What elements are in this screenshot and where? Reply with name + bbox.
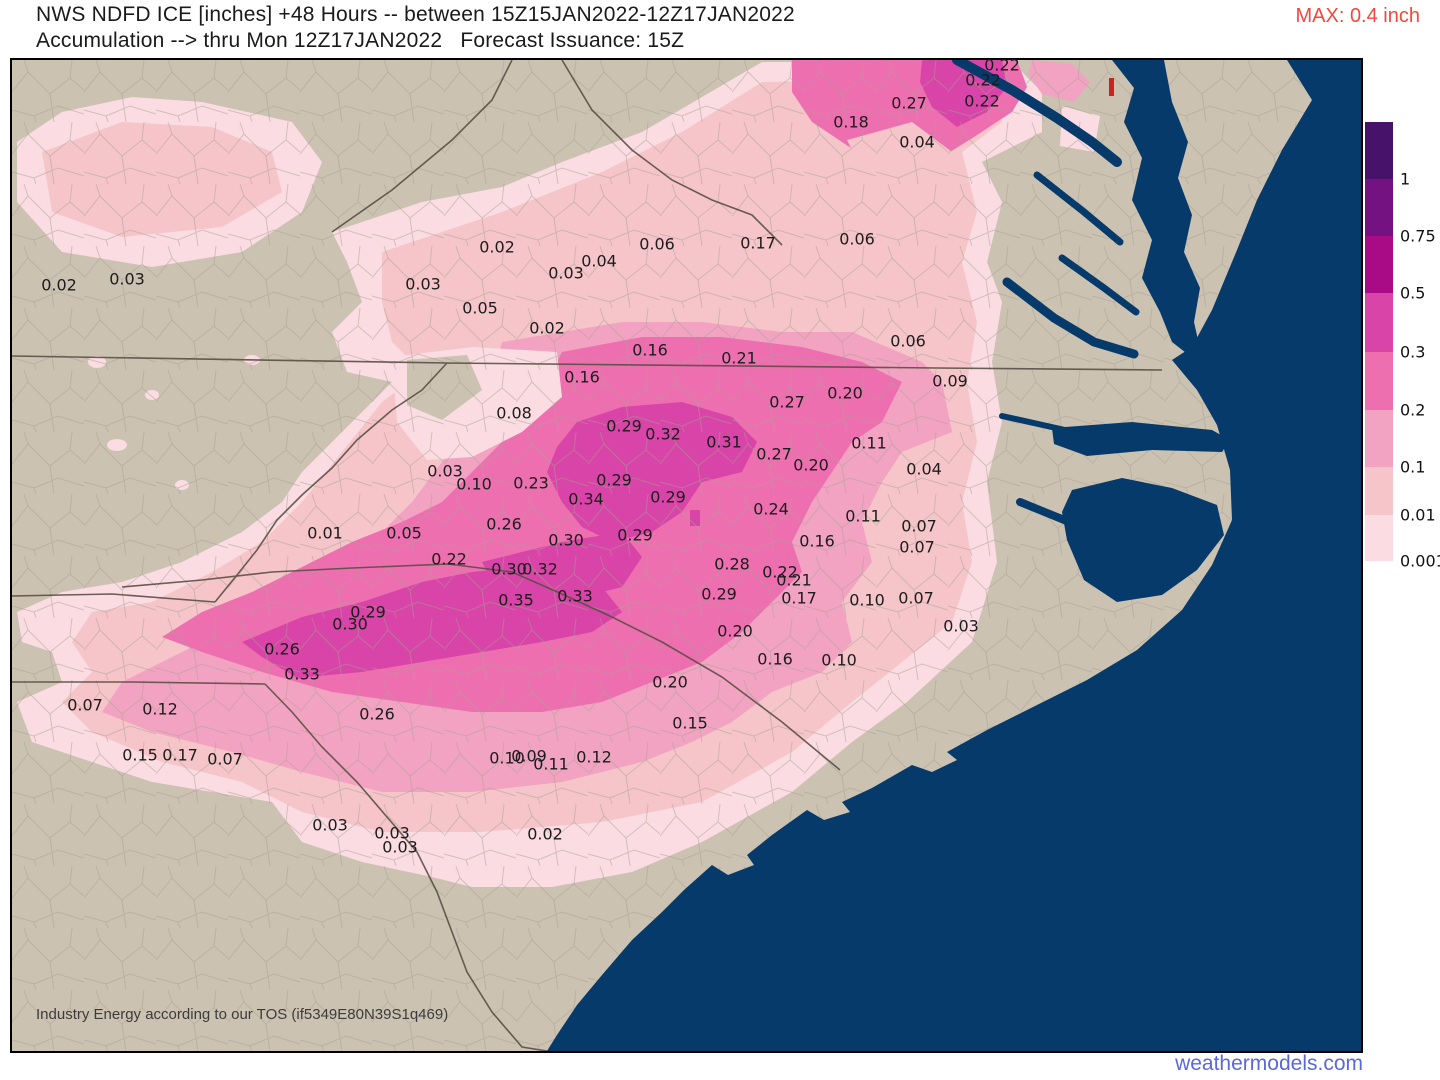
neuse-river [1016, 498, 1088, 532]
colorbar-tick: 0.3 [1400, 342, 1426, 362]
warning-patch [1109, 78, 1114, 96]
pamlico-sound [1062, 478, 1224, 602]
map-title-line1: NWS NDFD ICE [inches] +48 Hours -- betwe… [36, 3, 795, 26]
colorbar-segment [1365, 410, 1393, 467]
albemarle-sound [1052, 422, 1230, 456]
atlantic-ocean [547, 60, 1361, 1051]
tar-river [999, 413, 1077, 435]
state-boundaries [12, 60, 1163, 1051]
colorbar-tick: 0.1 [1400, 457, 1426, 477]
colorbar-segment [1365, 122, 1393, 179]
max-value-label: MAX: 0.4 inch [1295, 5, 1420, 27]
colorbar-tick: 0.5 [1400, 283, 1426, 303]
map-geography [12, 60, 1361, 1051]
colorbar-tick: 0.001 [1400, 551, 1440, 571]
colorbar-segment [1365, 179, 1393, 236]
colorbar-tick: 0.75 [1400, 226, 1436, 246]
colorbar-segment [1365, 467, 1393, 515]
colorbar: 1 0.75 0.5 0.3 0.2 0.1 0.01 0.001 [1365, 122, 1440, 571]
chesapeake-bay [1112, 60, 1202, 358]
colorbar-segment [1365, 352, 1393, 410]
rappahannock-river [1033, 171, 1124, 246]
weather-map: 0.22 0.22 0.22 0.27 0.18 0.04 0.02 0.03 0.02 0.06… [10, 56, 1363, 1053]
york-river [1058, 254, 1140, 316]
tos-text: Industry Energy according to our TOS (if… [36, 1006, 449, 1023]
colorbar-tick: 0.2 [1400, 400, 1426, 420]
map-title-line2: Accumulation --> thru Mon 12Z17JAN2022 F… [36, 29, 685, 52]
colorbar-segment [1365, 515, 1393, 561]
colorbar-tick: 0.01 [1400, 505, 1436, 525]
colorbar-tick: 1 [1400, 169, 1411, 189]
watermark: weathermodels.com [1175, 1052, 1363, 1075]
colorbar-segment [1365, 236, 1393, 293]
colorbar-segment [1365, 293, 1393, 352]
potomac-river [952, 60, 1122, 167]
james-river [1002, 277, 1139, 359]
